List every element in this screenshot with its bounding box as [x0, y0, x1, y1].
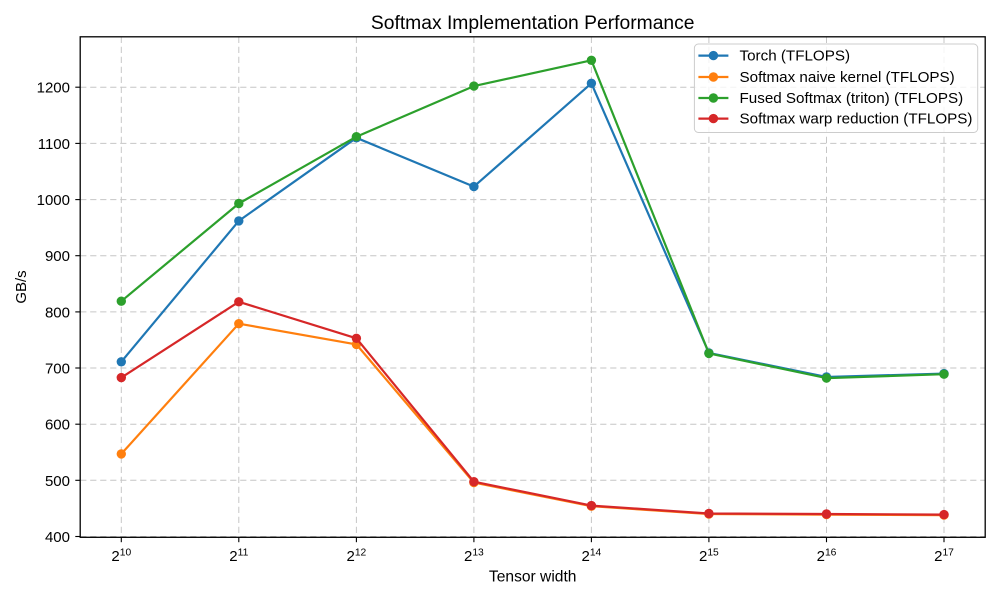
- svg-text:214: 214: [581, 548, 601, 566]
- svg-text:1200: 1200: [37, 80, 70, 97]
- svg-text:Softmax naive kernel (TFLOPS): Softmax naive kernel (TFLOPS): [740, 69, 955, 86]
- svg-text:600: 600: [45, 417, 70, 434]
- svg-text:900: 900: [45, 248, 70, 265]
- svg-text:211: 211: [229, 548, 248, 566]
- svg-text:217: 217: [934, 548, 954, 566]
- svg-text:216: 216: [817, 548, 837, 566]
- svg-text:212: 212: [346, 548, 366, 566]
- svg-text:700: 700: [45, 361, 70, 378]
- svg-text:Torch (TFLOPS): Torch (TFLOPS): [740, 48, 851, 65]
- svg-text:215: 215: [699, 548, 719, 566]
- svg-text:Tensor width: Tensor width: [489, 569, 577, 586]
- svg-text:GB/s: GB/s: [13, 270, 30, 303]
- svg-text:Softmax Implementation Perform: Softmax Implementation Performance: [371, 13, 695, 34]
- svg-text:Fused Softmax (triton) (TFLOPS: Fused Softmax (triton) (TFLOPS): [740, 90, 964, 107]
- svg-text:Softmax warp reduction (TFLOPS: Softmax warp reduction (TFLOPS): [740, 111, 973, 128]
- svg-text:400: 400: [45, 529, 70, 546]
- svg-text:800: 800: [45, 304, 70, 321]
- svg-text:1000: 1000: [37, 192, 70, 209]
- svg-text:1100: 1100: [38, 136, 70, 153]
- svg-text:210: 210: [111, 548, 131, 566]
- svg-text:213: 213: [464, 548, 484, 566]
- svg-text:500: 500: [45, 473, 70, 490]
